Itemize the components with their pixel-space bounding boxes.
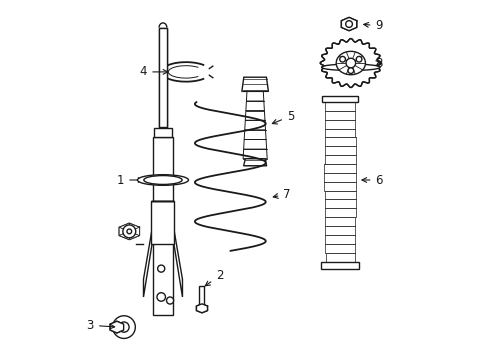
- Polygon shape: [245, 111, 264, 120]
- Polygon shape: [129, 223, 139, 231]
- Circle shape: [157, 265, 164, 272]
- Circle shape: [345, 21, 352, 27]
- Polygon shape: [143, 222, 153, 297]
- Polygon shape: [153, 222, 172, 315]
- Polygon shape: [324, 155, 355, 164]
- Polygon shape: [324, 173, 355, 182]
- Circle shape: [166, 297, 173, 304]
- Ellipse shape: [321, 64, 379, 71]
- Circle shape: [346, 58, 355, 68]
- Polygon shape: [325, 226, 355, 235]
- Circle shape: [347, 68, 353, 73]
- Bar: [321, 261, 358, 269]
- Polygon shape: [129, 231, 139, 240]
- Text: 7: 7: [273, 188, 290, 201]
- Polygon shape: [325, 244, 354, 253]
- Circle shape: [339, 57, 345, 62]
- Polygon shape: [324, 164, 355, 173]
- Polygon shape: [196, 304, 207, 313]
- Text: 9: 9: [363, 19, 382, 32]
- Polygon shape: [320, 39, 381, 87]
- Polygon shape: [324, 199, 355, 208]
- Circle shape: [112, 316, 135, 338]
- Polygon shape: [325, 111, 354, 120]
- Bar: [159, 28, 166, 127]
- Bar: [322, 96, 357, 102]
- Polygon shape: [324, 182, 355, 191]
- Polygon shape: [325, 253, 354, 261]
- Polygon shape: [119, 231, 129, 240]
- Polygon shape: [244, 130, 265, 139]
- Ellipse shape: [137, 175, 188, 185]
- Polygon shape: [199, 286, 204, 306]
- Polygon shape: [325, 217, 355, 226]
- Polygon shape: [119, 227, 129, 235]
- Bar: [154, 128, 171, 136]
- Polygon shape: [324, 191, 355, 199]
- Circle shape: [127, 229, 131, 234]
- Polygon shape: [325, 235, 354, 244]
- Bar: [151, 201, 174, 244]
- Text: 5: 5: [272, 110, 294, 124]
- Polygon shape: [129, 227, 139, 235]
- Polygon shape: [325, 120, 355, 129]
- Text: 2: 2: [205, 269, 223, 286]
- Circle shape: [355, 57, 361, 62]
- Circle shape: [157, 293, 165, 301]
- Polygon shape: [325, 102, 354, 111]
- Polygon shape: [243, 159, 266, 166]
- Polygon shape: [245, 101, 264, 111]
- Circle shape: [119, 322, 129, 332]
- Polygon shape: [324, 208, 355, 217]
- Circle shape: [122, 225, 136, 238]
- Text: 8: 8: [375, 57, 382, 69]
- Polygon shape: [242, 77, 268, 91]
- Polygon shape: [325, 129, 355, 138]
- Text: 4: 4: [140, 66, 167, 78]
- Polygon shape: [172, 222, 182, 297]
- Ellipse shape: [143, 176, 182, 184]
- Text: 3: 3: [86, 319, 114, 332]
- Polygon shape: [324, 138, 355, 146]
- Polygon shape: [246, 91, 264, 101]
- Polygon shape: [243, 139, 266, 149]
- Text: 1: 1: [117, 174, 142, 186]
- Polygon shape: [119, 223, 129, 231]
- Polygon shape: [110, 321, 123, 333]
- Polygon shape: [341, 17, 356, 31]
- Text: 6: 6: [361, 174, 382, 186]
- Polygon shape: [324, 146, 355, 155]
- Ellipse shape: [336, 51, 365, 75]
- Polygon shape: [243, 149, 266, 159]
- Polygon shape: [244, 120, 265, 130]
- Bar: [152, 138, 173, 201]
